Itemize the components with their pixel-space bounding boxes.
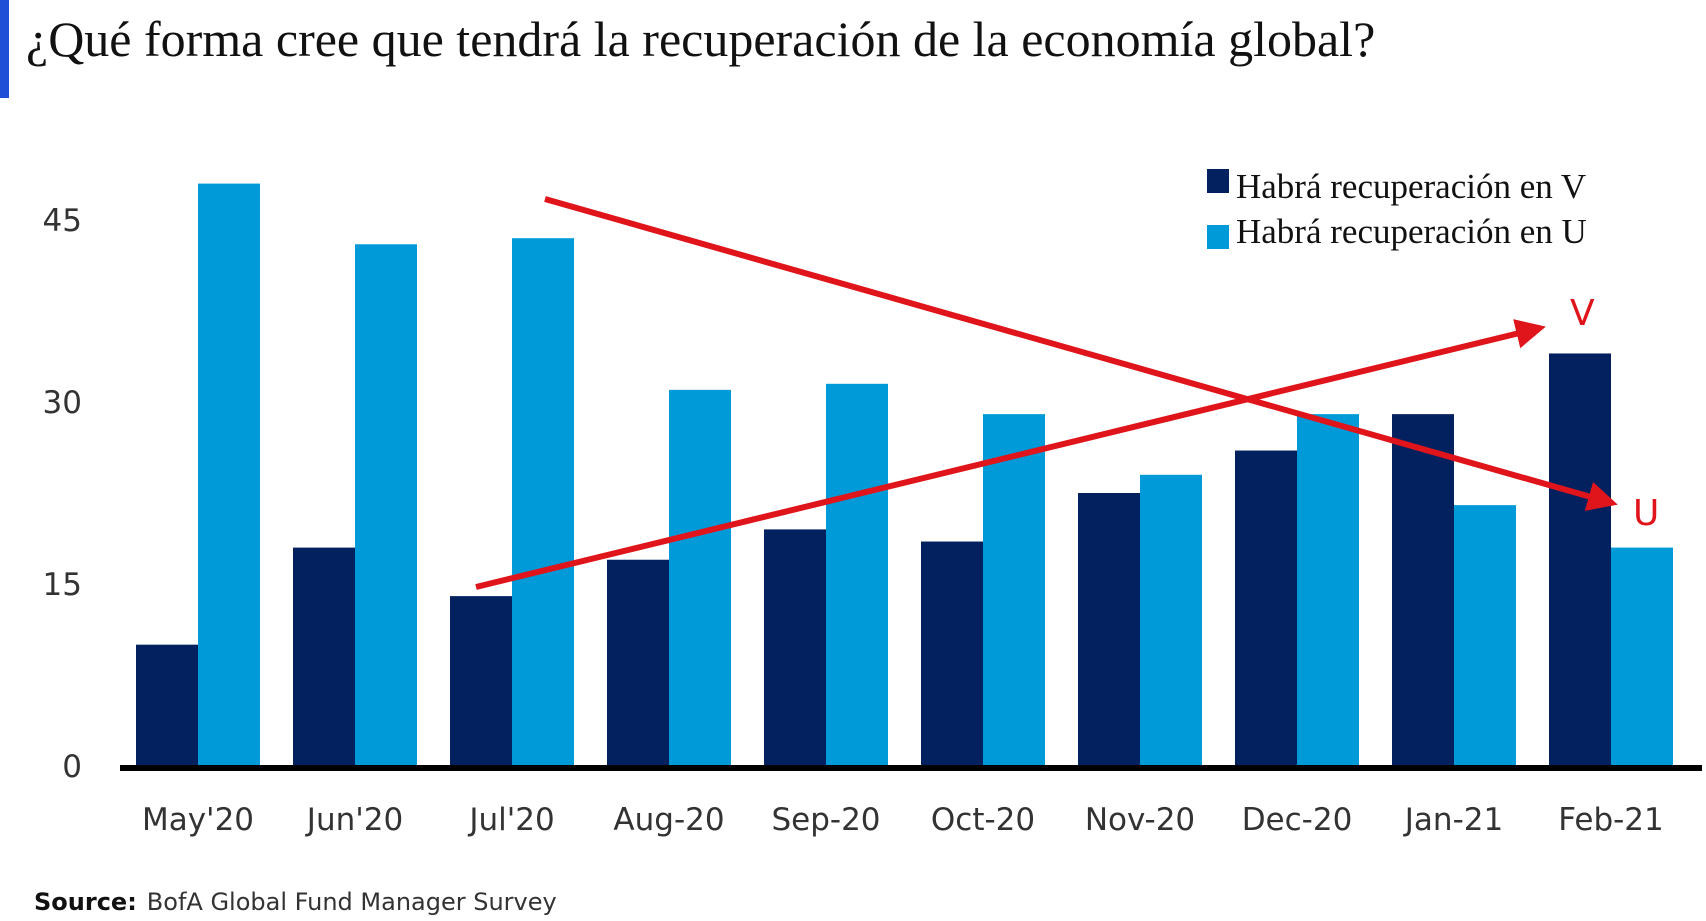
legend-label-v: Habrá recuperación en V: [1236, 167, 1586, 206]
bar-v-0: [136, 644, 198, 766]
chart-title: ¿Qué forma cree que tendrá la recuperaci…: [26, 11, 1376, 67]
x-tick-label: Jul'20: [467, 802, 554, 838]
legend-label-u: Habrá recuperación en U: [1236, 212, 1587, 251]
x-tick-label: Aug-20: [613, 802, 724, 838]
source-label: Source:: [34, 888, 137, 916]
x-tick-label: Oct-20: [931, 802, 1035, 838]
x-tick-label: Jun'20: [305, 802, 403, 838]
bar-u-7: [1297, 414, 1359, 766]
bar-v-6: [1078, 493, 1140, 766]
bar-v-5: [921, 541, 983, 766]
bar-v-4: [764, 529, 826, 766]
legend: Habrá recuperación en V Habrá recuperaci…: [1207, 167, 1587, 251]
source-text: BofA Global Fund Manager Survey: [146, 888, 557, 916]
bar-u-5: [983, 414, 1045, 766]
y-tick-label: 0: [62, 749, 82, 785]
bar-v-7: [1235, 450, 1297, 766]
x-tick-label: Nov-20: [1085, 802, 1195, 838]
v-trend-arrow: [475, 319, 1546, 590]
bar-u-6: [1140, 474, 1202, 766]
legend-swatch-u: [1207, 225, 1229, 249]
x-tick-label: Dec-20: [1242, 802, 1353, 838]
title-accent-bar: [0, 0, 9, 98]
y-tick-label: 45: [43, 203, 82, 239]
bar-u-0: [198, 183, 260, 767]
y-tick-label: 15: [43, 567, 82, 603]
bar-u-8: [1454, 505, 1516, 766]
bar-u-3: [669, 389, 731, 766]
x-tick-label: May'20: [142, 802, 254, 838]
y-tick-label: 30: [43, 385, 82, 421]
annotation-u: U: [1633, 493, 1659, 534]
x-tick-label: Sep-20: [771, 802, 880, 838]
bar-u-2: [512, 238, 574, 766]
x-tick-label: Feb-21: [1558, 802, 1664, 838]
bar-v-1: [293, 547, 355, 766]
bar-u-4: [826, 383, 888, 766]
x-tick-label: Jan-21: [1403, 802, 1503, 838]
source-note: Source: BofA Global Fund Manager Survey: [34, 888, 557, 916]
u-trend-arrow: [544, 196, 1618, 511]
bar-v-3: [607, 559, 669, 766]
bar-v-9: [1549, 353, 1611, 766]
bar-v-2: [450, 596, 512, 766]
annotation-v: V: [1570, 293, 1595, 334]
bar-u-9: [1611, 547, 1673, 766]
bar-v-8: [1392, 414, 1454, 766]
legend-swatch-v: [1207, 169, 1229, 193]
bar-u-1: [355, 244, 417, 766]
